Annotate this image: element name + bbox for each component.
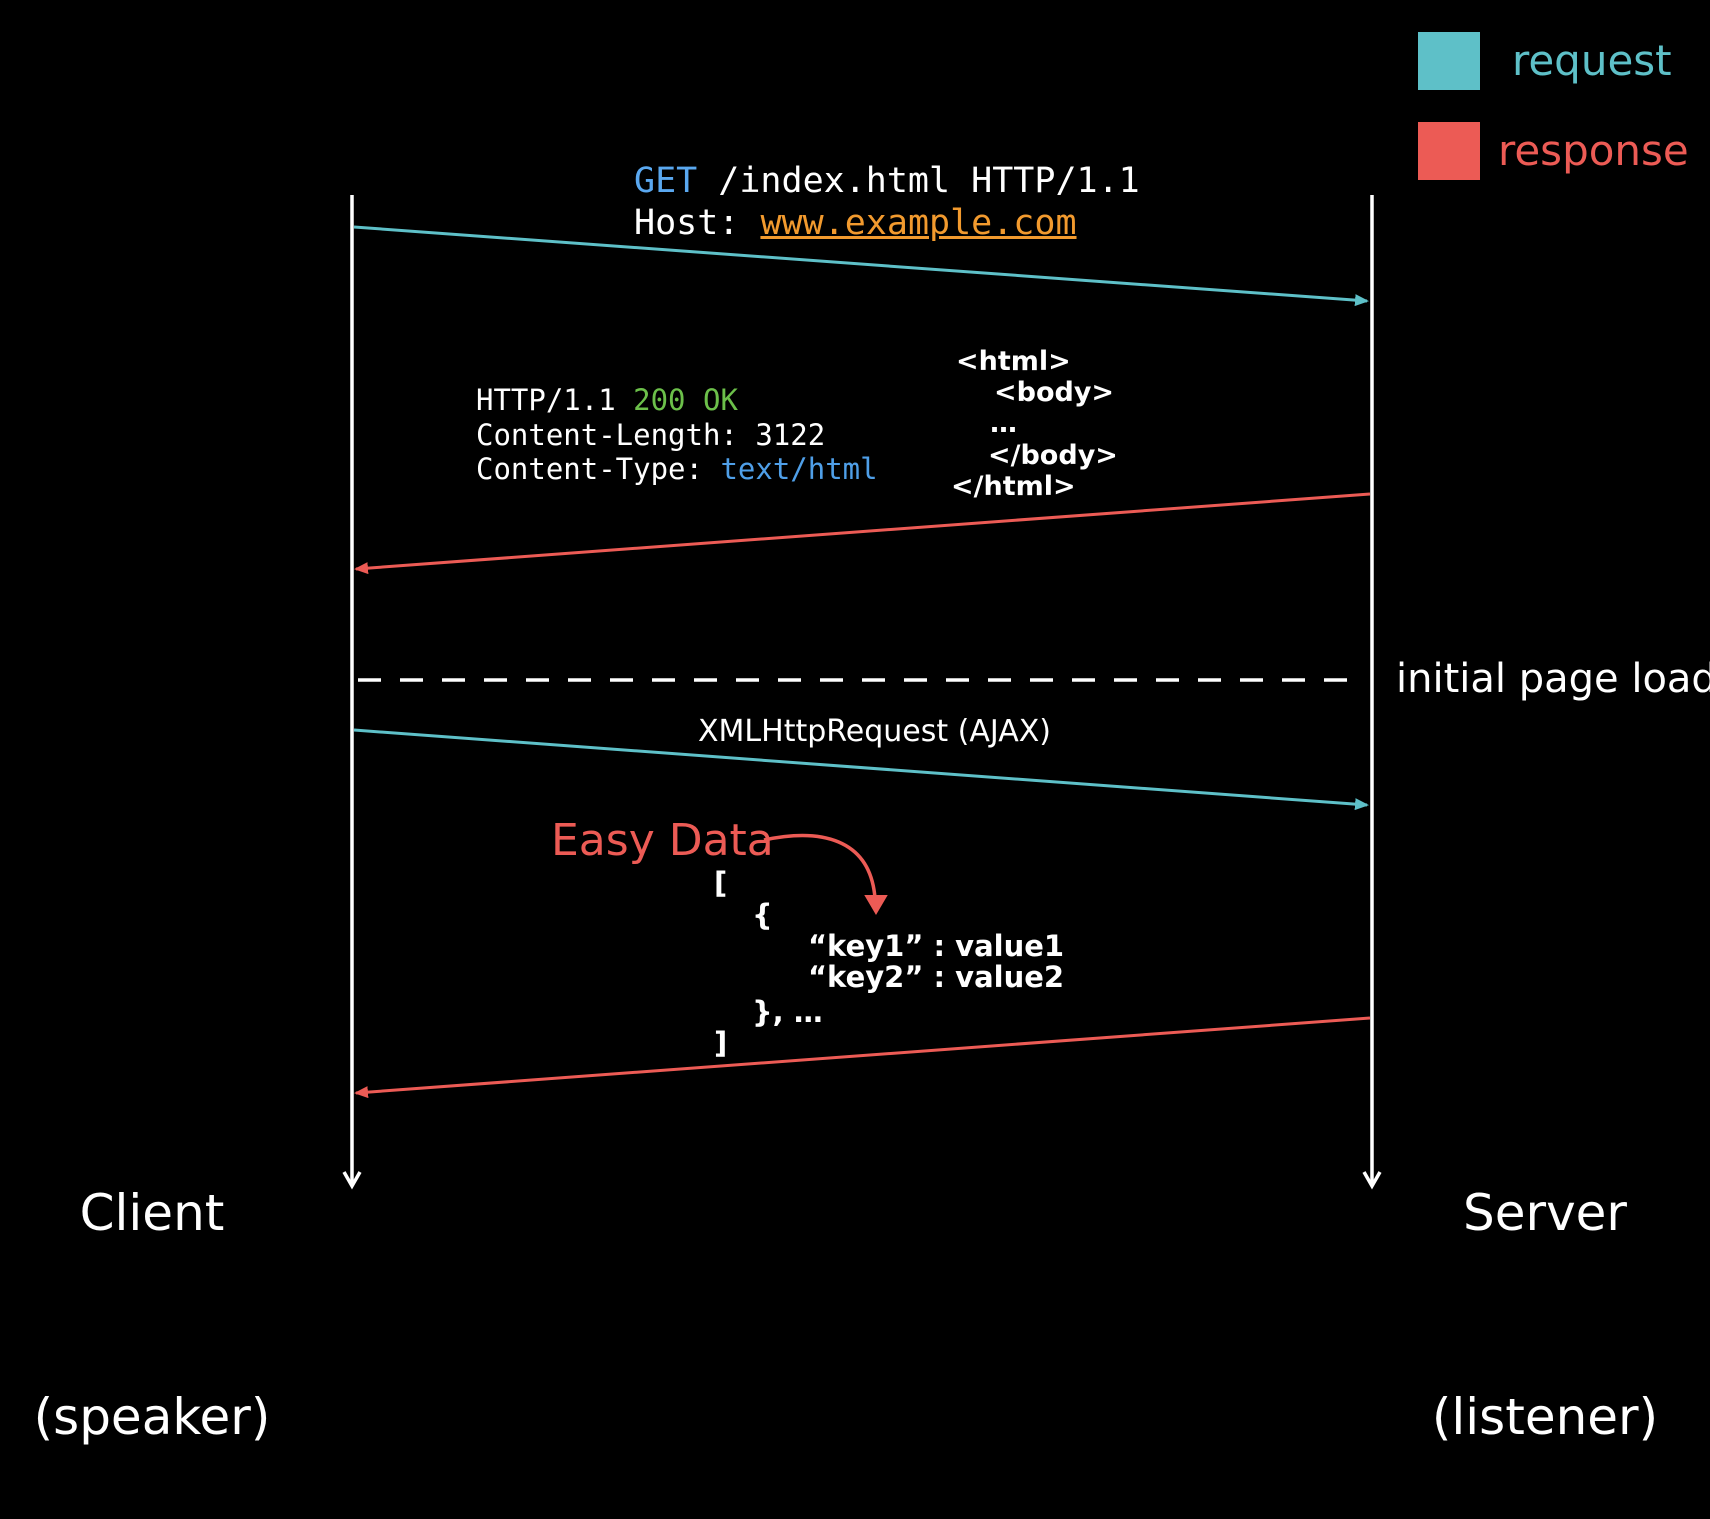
html-close-tag: </html> bbox=[951, 471, 1076, 502]
json-close-bracket: ] bbox=[714, 1026, 728, 1060]
client-name: Client bbox=[79, 1184, 225, 1242]
host-url-link[interactable]: www.example.com bbox=[760, 203, 1077, 243]
body-open-tag: <body> bbox=[994, 377, 1115, 408]
content-length-header: Content-Length: 3122 bbox=[476, 418, 826, 452]
json-close-brace: }, … bbox=[752, 995, 823, 1029]
initial-page-load-label: initial page load bbox=[1396, 656, 1710, 702]
json-open-bracket: [ bbox=[714, 866, 728, 900]
response1-status-line: HTTP/1.1 200 OK bbox=[476, 383, 738, 418]
client-lifeline-arrowhead bbox=[342, 1171, 362, 1190]
server-role: (listener) bbox=[1431, 1388, 1659, 1446]
content-type-header: Content-Type: text/html bbox=[476, 452, 878, 487]
client-label: Client (speaker) bbox=[20, 1043, 284, 1519]
easy-data-pointer-arrowhead bbox=[864, 895, 888, 915]
server-name: Server bbox=[1463, 1184, 1627, 1242]
json-key1-line: “key1” : value1 bbox=[808, 929, 1065, 963]
legend-request-label: request bbox=[1512, 36, 1672, 85]
response2-arrow bbox=[354, 1016, 1371, 1099]
legend-response-swatch bbox=[1418, 122, 1480, 180]
legend-response-label: response bbox=[1498, 126, 1689, 175]
request2-arrow bbox=[353, 728, 1369, 811]
easy-data-annotation: Easy Data bbox=[551, 815, 774, 866]
request-path-protocol: /index.html HTTP/1.1 bbox=[697, 161, 1140, 201]
host-header-key: Host: bbox=[634, 203, 761, 243]
json-open-brace: { bbox=[752, 898, 773, 932]
response-protocol: HTTP/1.1 bbox=[476, 383, 634, 417]
request1-line2: Host: www.example.com bbox=[634, 202, 1077, 244]
status-code: 200 OK bbox=[633, 383, 738, 417]
sequence-diagram-canvas bbox=[342, 195, 1382, 1190]
content-type-value: text/html bbox=[720, 452, 878, 486]
client-role: (speaker) bbox=[33, 1388, 271, 1446]
response1-arrow bbox=[354, 492, 1371, 575]
html-ellipsis: … bbox=[990, 408, 1017, 439]
server-lifeline-arrowhead bbox=[1362, 1171, 1382, 1190]
legend-request-swatch bbox=[1418, 32, 1480, 90]
html-open-tag: <html> bbox=[956, 346, 1071, 377]
easy-data-pointer-arrow bbox=[763, 833, 877, 899]
server-label: Server (listener) bbox=[1410, 1043, 1680, 1519]
json-key2-line: “key2” : value2 bbox=[808, 960, 1065, 994]
request1-line1: GET /index.html HTTP/1.1 bbox=[634, 160, 1140, 202]
content-type-key: Content-Type: bbox=[476, 452, 721, 486]
http-method: GET bbox=[634, 161, 698, 201]
request1-arrow bbox=[353, 225, 1369, 307]
ajax-request-label: XMLHttpRequest (AJAX) bbox=[698, 714, 1051, 749]
body-close-tag: </body> bbox=[988, 440, 1118, 471]
